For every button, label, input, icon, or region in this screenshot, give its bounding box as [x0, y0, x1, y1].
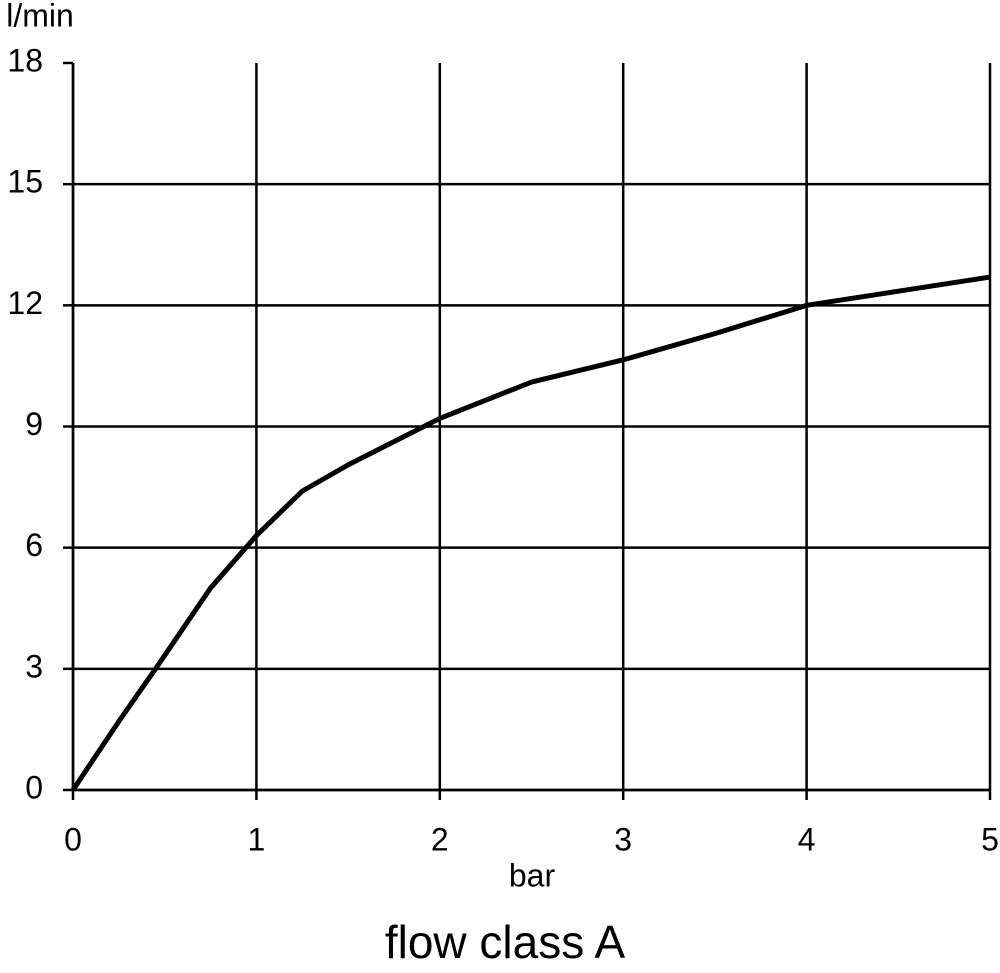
y-tick-label: 18: [7, 42, 43, 78]
y-tick-label: 6: [25, 527, 43, 563]
x-tick-label: 0: [64, 821, 82, 857]
x-tick-label: 4: [798, 821, 816, 857]
x-tick-label: 2: [431, 821, 449, 857]
y-tick-label: 3: [25, 648, 43, 684]
y-tick-label: 15: [7, 164, 43, 200]
y-axis-label: l/min: [6, 0, 74, 33]
y-tick-label: 9: [25, 406, 43, 442]
y-tick-label: 0: [25, 769, 43, 805]
y-tick-label: 12: [7, 285, 43, 321]
chart-title: flow class A: [385, 916, 626, 968]
line: [70, 274, 991, 792]
x-tick-label: 3: [614, 821, 632, 857]
x-tick-label: 1: [248, 821, 266, 857]
x-axis-label: bar: [509, 857, 556, 893]
x-tick-label: 5: [981, 821, 999, 857]
